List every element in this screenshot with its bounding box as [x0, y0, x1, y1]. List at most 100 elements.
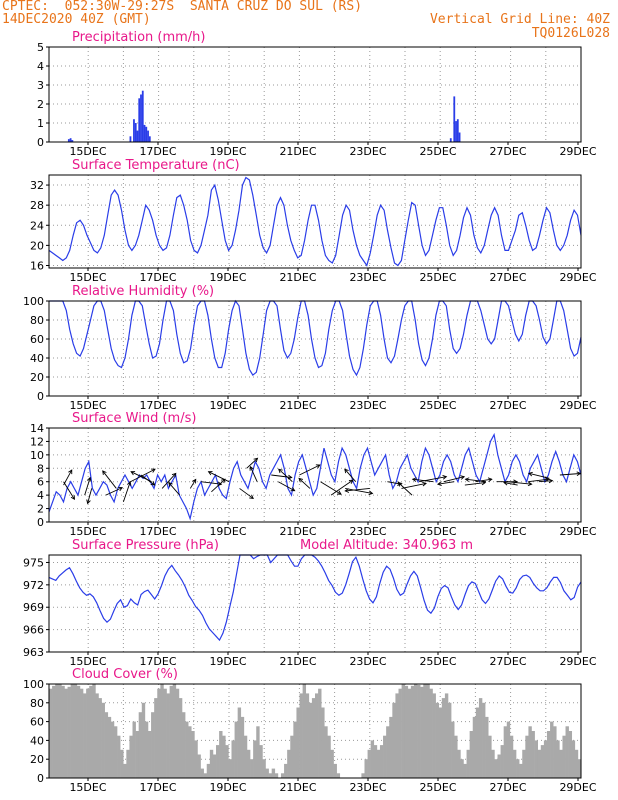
cloud-bar — [379, 745, 384, 778]
cloud-bar — [500, 745, 504, 778]
wind-vector-head — [150, 481, 156, 486]
wind-series-line — [48, 432, 582, 521]
cloud-bar — [95, 693, 99, 778]
wind-xtick-label: 25DEC — [419, 525, 456, 538]
header-grid-line: Vertical Grid Line: 40Z — [429, 12, 610, 27]
wind-vector — [401, 482, 427, 489]
wind-vector — [271, 474, 292, 478]
wind-vector-head — [118, 486, 124, 492]
precip-ytick-label: 0 — [37, 136, 44, 149]
wind-vector — [211, 478, 226, 493]
wind-frame — [48, 427, 582, 523]
cloud-bar — [83, 693, 87, 778]
precip-bar — [134, 123, 137, 142]
rh-xtick-label: 15DEC — [69, 399, 106, 412]
cloud-bar — [546, 731, 551, 778]
wind-vector — [320, 481, 342, 495]
temp-frame — [48, 174, 582, 269]
precip-ytick-label: 5 — [37, 41, 44, 54]
cloud-title: Cloud Cover (%) — [72, 667, 178, 682]
wind-vector-head — [436, 481, 442, 487]
wind-vector-head — [422, 481, 427, 487]
precip-ytick-label: 1 — [37, 117, 44, 130]
cloud-bar — [197, 754, 201, 778]
cloud-bar — [376, 749, 381, 778]
wind-vector-head — [344, 468, 349, 474]
cloud-bar — [395, 693, 399, 778]
temp-xtick-label: 21DEC — [279, 271, 316, 284]
precip-bar — [140, 94, 142, 142]
wind-vector — [87, 488, 93, 504]
cloud-bar — [228, 759, 232, 778]
wind-vector — [398, 482, 413, 496]
cloud-bar — [451, 721, 455, 778]
temp-title: Surface Temperature (nC) — [72, 158, 240, 173]
wind-vector-head — [130, 471, 136, 476]
rh-xtick-label: 29DEC — [559, 399, 596, 412]
cloud-bar — [364, 759, 368, 778]
cloud-bar — [61, 685, 65, 778]
cloud-bar — [49, 688, 53, 778]
precip-panel: Precipitation (mm/h) 0 1 2 3 4 5 15DEC 17DEC 19DE… — [37, 30, 597, 158]
cloud-bar — [268, 773, 272, 778]
wind-vector — [130, 471, 152, 483]
cloud-bar — [172, 684, 177, 778]
cloud-bar — [185, 721, 189, 778]
wind-vector — [208, 471, 230, 483]
cloud-bar — [519, 763, 523, 778]
precip-bar — [453, 96, 456, 142]
cloud-bar — [444, 693, 449, 778]
temp-xtick-label: 15DEC — [69, 271, 106, 284]
cloud-frame — [48, 683, 582, 779]
cloud-bar — [543, 740, 548, 778]
cloud-bar — [237, 707, 242, 778]
wind-xtick-label: 21DEC — [279, 525, 316, 538]
cloud-bar — [577, 759, 582, 778]
cloud-bar — [562, 735, 566, 778]
cloud-bar — [556, 740, 560, 778]
pres-xtick-label: 27DEC — [489, 655, 526, 668]
cloud-bar — [448, 702, 452, 778]
wind-vector — [344, 468, 357, 483]
cloud-bar — [503, 726, 508, 778]
wind-xtick-label: 17DEC — [139, 525, 176, 538]
wind-vector-head — [249, 494, 254, 499]
cloud-bar — [534, 740, 538, 778]
wind-ytick-label: 6 — [37, 476, 44, 489]
cloud-bar — [509, 735, 514, 778]
cloud-bar — [330, 749, 334, 778]
cloud-bar — [506, 721, 511, 778]
cloud-bar — [401, 684, 405, 778]
cloud-bar — [469, 731, 474, 778]
cloud-bar — [407, 688, 412, 778]
wind-vector — [200, 481, 222, 485]
cloud-bar — [284, 763, 288, 778]
wind-xtick-label: 23DEC — [349, 525, 386, 538]
cloud-bar — [531, 731, 535, 778]
pres-panel: Surface Pressure (hPa) Model Altitude: 34… — [23, 538, 597, 668]
cloud-bar — [147, 731, 152, 778]
wind-vector-head — [411, 477, 417, 482]
cloud-bar — [243, 735, 248, 778]
precip-bar — [145, 126, 148, 142]
cloud-bar — [475, 707, 480, 778]
cloud-ytick-label: 60 — [30, 716, 44, 729]
cloud-bar — [151, 712, 155, 778]
temp-xtick-label: 23DEC — [349, 271, 386, 284]
precip-bar — [147, 130, 149, 142]
rh-xtick-label: 27DEC — [489, 399, 526, 412]
cloud-bar — [52, 685, 56, 778]
cloud-bar — [574, 749, 579, 778]
cloud-bar — [413, 684, 418, 778]
wind-vector-head — [442, 475, 448, 480]
cloud-bar — [423, 684, 427, 778]
cloud-bar — [92, 684, 96, 778]
wind-vector — [130, 468, 156, 483]
rh-title: Relative Humidity (%) — [72, 284, 214, 299]
cloud-bar — [293, 721, 297, 778]
wind-vector — [102, 470, 117, 489]
temp-ytick-label: 20 — [30, 239, 44, 252]
cloud-panel: Cloud Cover (%) 0 20 40 60 80 100 15DEC 17DEC 19D… — [23, 667, 597, 794]
cloud-bar — [373, 745, 378, 778]
